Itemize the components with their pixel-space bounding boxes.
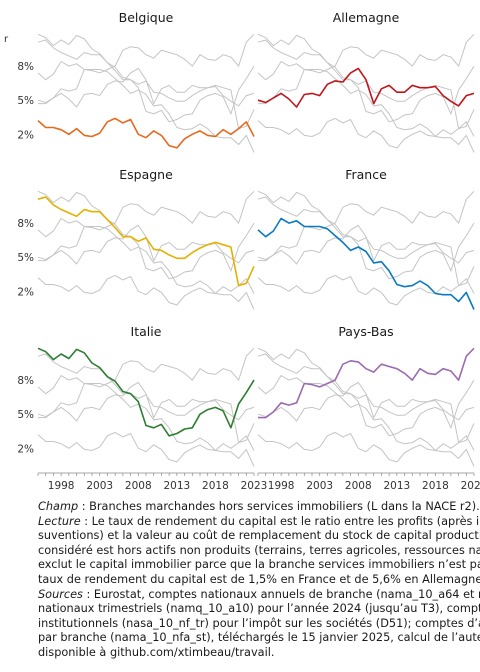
note-sources-line: par branche (nama_10_nfa_st), téléchargé…	[38, 631, 480, 645]
background-series-allemagne	[257, 381, 475, 422]
series-line-france	[257, 217, 475, 310]
series-line-espagne	[37, 196, 255, 287]
note-lecture-line: exclut le capital immobilier parce que l…	[38, 558, 480, 572]
background-series-pays-bas	[38, 33, 255, 105]
y-axis-symbol: r	[4, 34, 9, 45]
background-series-espagne	[257, 39, 475, 130]
background-series-belgique	[37, 431, 255, 463]
note-sources-line: : Eurostat, comptes nationaux annuels de…	[82, 587, 480, 601]
x-tick-label: 1998	[48, 480, 75, 492]
y-tick-label: 2%	[17, 129, 34, 141]
panel-france: France	[257, 167, 475, 310]
note-lecture-line: taux de rendement du capital est de 1,5%…	[38, 572, 480, 586]
background-series-allemagne	[37, 381, 255, 422]
background-series-belgique	[257, 117, 475, 149]
panel-title: Pays-Bas	[338, 324, 393, 339]
note-champ-label: Champ	[38, 500, 79, 513]
background-series-espagne	[257, 196, 475, 287]
y-tick-label: 5%	[17, 409, 34, 421]
figure-notes: Champ : Branches marchandes hors service…	[38, 500, 480, 672]
x-tick-label: 2003	[306, 480, 333, 492]
background-series-espagne	[37, 353, 255, 444]
background-series-pays-bas	[38, 347, 255, 419]
background-series-espagne	[257, 353, 475, 444]
series-line-belgique	[37, 117, 255, 149]
panel-belgique: Belgique 2% 5% 8%	[17, 10, 255, 153]
panel-title: Italie	[131, 324, 162, 339]
series-line-italie	[37, 347, 255, 437]
x-tick-label: 2008	[125, 480, 152, 492]
y-tick-label: 2%	[17, 443, 34, 455]
panel-allemagne: Allemagne	[257, 10, 475, 153]
background-series-pays-bas	[38, 190, 255, 262]
panel-title: Espagne	[119, 167, 173, 182]
background-series-espagne	[37, 39, 255, 130]
background-series-allemagne	[257, 224, 475, 265]
x-tick-label: 2008	[345, 480, 372, 492]
background-series-allemagne	[37, 67, 255, 108]
x-tick-label: 2023	[241, 480, 268, 492]
background-series-france	[37, 217, 255, 310]
x-tick-label: 1998	[268, 480, 295, 492]
background-series-france	[257, 374, 475, 467]
background-series-france	[37, 60, 255, 153]
small-multiples-figure: r Belgique 2% 5% 8% Allemagne Espagne 2% 5% 8% Fr…	[4, 10, 480, 492]
y-tick-label: 8%	[17, 218, 34, 230]
series-line-pays-bas	[258, 347, 475, 419]
note-lecture-line: considéré est hors actifs non produits (…	[38, 543, 480, 557]
background-series-france	[257, 60, 475, 153]
note-sources-line: institutionnels (nasa_10_nf_tr) pour l’i…	[38, 616, 480, 630]
y-tick-label: 8%	[17, 375, 34, 387]
x-tick-label: 2018	[202, 480, 229, 492]
x-tick-label: 2023	[461, 480, 480, 492]
background-series-italie	[257, 347, 475, 437]
background-series-pays-bas	[258, 33, 475, 105]
background-series-belgique	[37, 274, 255, 306]
y-tick-label: 8%	[17, 61, 34, 73]
note-champ-text: : Branches marchandes hors services immo…	[78, 500, 480, 513]
x-tick-label: 2013	[163, 480, 190, 492]
x-tick-label: 2013	[383, 480, 410, 492]
x-tick-label: 2018	[422, 480, 449, 492]
note-sources-line: nationaux trimestriels (namq_10_a10) pou…	[38, 602, 480, 616]
panel-title: France	[345, 167, 387, 182]
note-lecture-label: Lecture	[38, 514, 81, 528]
background-series-belgique	[257, 274, 475, 306]
background-series-italie	[257, 33, 475, 123]
x-tick-label: 2003	[86, 480, 113, 492]
panel-italie: Italie 2% 5% 8% 1998 2003 2008 2013 2018 2023	[17, 324, 267, 492]
note-lecture: Lecture : Le taux de rendement du capita…	[38, 515, 480, 530]
y-tick-label: 2%	[17, 286, 34, 298]
panel-espagne: Espagne 2% 5% 8%	[17, 167, 255, 310]
note-lecture-line: : Le taux de rendement du capital est le…	[80, 514, 480, 528]
note-champ: Champ : Branches marchandes hors service…	[38, 500, 480, 515]
note-sources-label: Sources	[38, 587, 83, 601]
series-line-allemagne	[257, 67, 475, 108]
background-series-france	[37, 374, 255, 467]
background-series-italie	[37, 33, 255, 123]
panel-title: Belgique	[119, 10, 174, 25]
note-lecture-line: suventions) et la valeur au coût de remp…	[38, 529, 480, 543]
y-tick-label: 5%	[17, 252, 34, 264]
background-series-italie	[257, 190, 475, 280]
background-series-pays-bas	[258, 190, 475, 262]
background-series-italie	[37, 190, 255, 280]
note-sources-line: disponible à github.com/xtimbeau/travail…	[38, 645, 275, 659]
panel-pays-bas: Pays-Bas 1998 2003 2008 2013 2018 2023	[257, 324, 480, 492]
background-series-belgique	[257, 431, 475, 463]
background-series-allemagne	[37, 224, 255, 265]
panel-title: Allemagne	[333, 10, 400, 25]
note-sources: Sources : Eurostat, comptes nationaux an…	[38, 588, 480, 603]
y-tick-label: 5%	[17, 95, 34, 107]
